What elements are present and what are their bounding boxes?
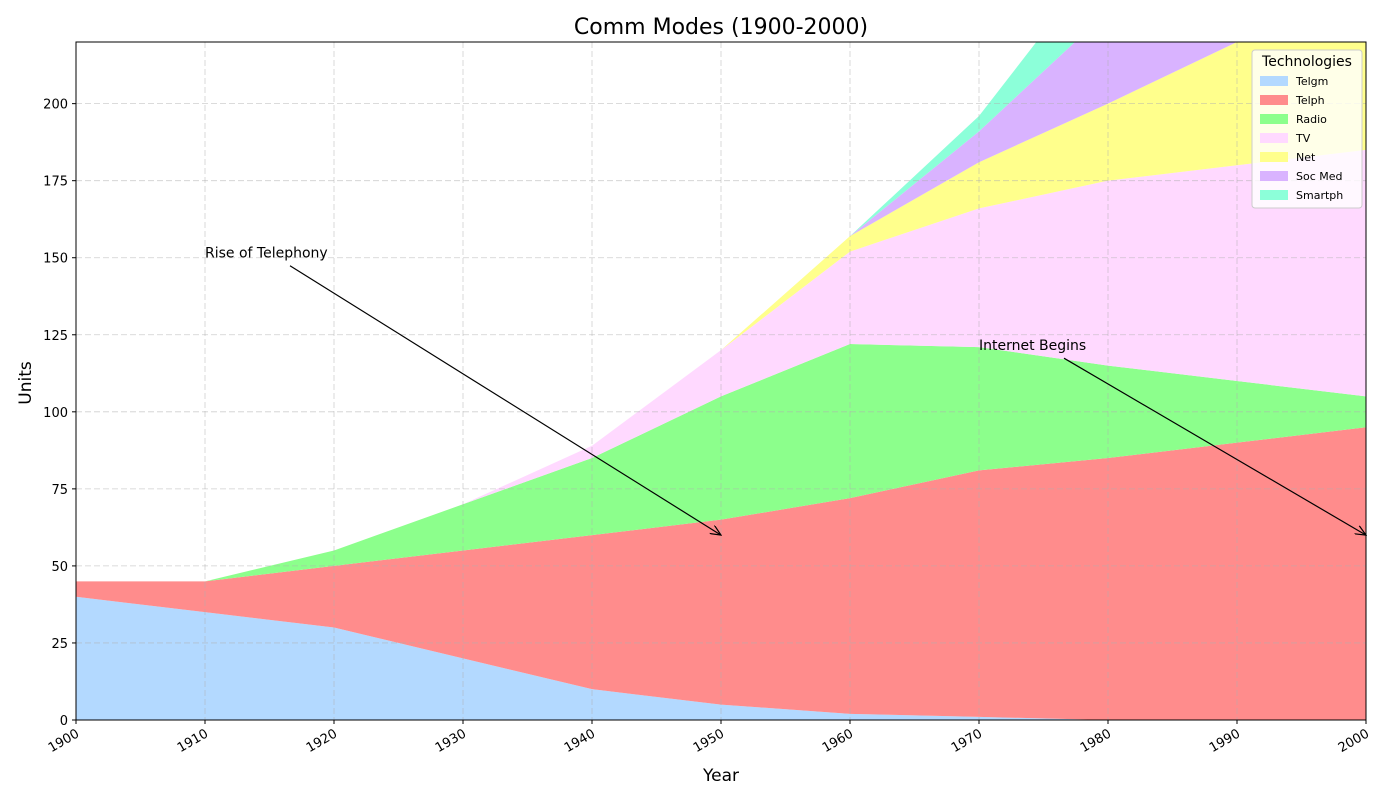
legend-box xyxy=(1251,49,1363,209)
x-tick-label: 1970 xyxy=(949,726,985,756)
annotation-text: Rise of Telephony xyxy=(205,246,328,262)
legend-swatch xyxy=(1260,171,1288,181)
x-tick-label: 2000 xyxy=(1336,726,1372,756)
legend-swatch xyxy=(1260,114,1288,124)
legend-swatch xyxy=(1260,76,1288,86)
legend-label: Telgm xyxy=(1295,75,1328,88)
y-tick-label: 125 xyxy=(43,329,68,344)
x-tick-label: 1900 xyxy=(46,726,82,756)
y-tick-label: 75 xyxy=(51,483,68,498)
y-tick-label: 175 xyxy=(43,175,68,190)
x-axis-label: Year xyxy=(702,766,739,786)
y-tick-label: 25 xyxy=(51,637,68,652)
legend-swatch xyxy=(1260,95,1288,105)
legend-label: Net xyxy=(1296,151,1316,164)
legend-label: Telph xyxy=(1295,94,1325,107)
legend-label: Radio xyxy=(1296,113,1327,126)
y-tick-label: 0 xyxy=(60,714,68,729)
legend-label: TV xyxy=(1295,132,1311,145)
legend-swatch xyxy=(1260,133,1288,143)
overlay: 0 25 50 75 100 125 150 175 200 1900 1910 1920 1930 19… xyxy=(43,41,1372,756)
area xyxy=(76,42,1366,582)
legend-label: Soc Med xyxy=(1296,170,1343,183)
area xyxy=(76,344,1366,582)
x-tick-label: 1920 xyxy=(304,726,340,756)
y-tick-label: 150 xyxy=(43,252,68,267)
y-tick-label: 50 xyxy=(51,560,68,575)
area xyxy=(76,596,1366,720)
legend-label: Smartph xyxy=(1296,189,1343,202)
legend: Technologies Telgm Telph Radio TV Net Soc Med S… xyxy=(1251,49,1363,209)
x-tick-label: 1910 xyxy=(175,726,211,756)
legend-swatch xyxy=(1260,190,1288,200)
legend-swatch xyxy=(1260,152,1288,162)
annotation-arrow xyxy=(1063,357,1366,535)
annotation-text: Internet Begins xyxy=(979,338,1086,354)
x-tick-label: 1960 xyxy=(820,726,856,756)
x-tick-label: 1950 xyxy=(691,726,727,756)
y-tick-label: 100 xyxy=(43,406,68,421)
area xyxy=(76,42,1237,582)
chart-title: Comm Modes (1900-2000) xyxy=(574,15,868,40)
annotation-arrow xyxy=(289,265,721,535)
legend-title: Technologies xyxy=(1261,54,1352,70)
x-tick-label: 1940 xyxy=(562,726,598,756)
y-tick-label: 200 xyxy=(43,98,68,113)
y-axis-label: Units xyxy=(16,361,36,405)
x-tick-label: 1980 xyxy=(1078,726,1114,756)
x-tick-label: 1930 xyxy=(433,726,469,756)
x-tick-label: 1990 xyxy=(1207,726,1243,756)
